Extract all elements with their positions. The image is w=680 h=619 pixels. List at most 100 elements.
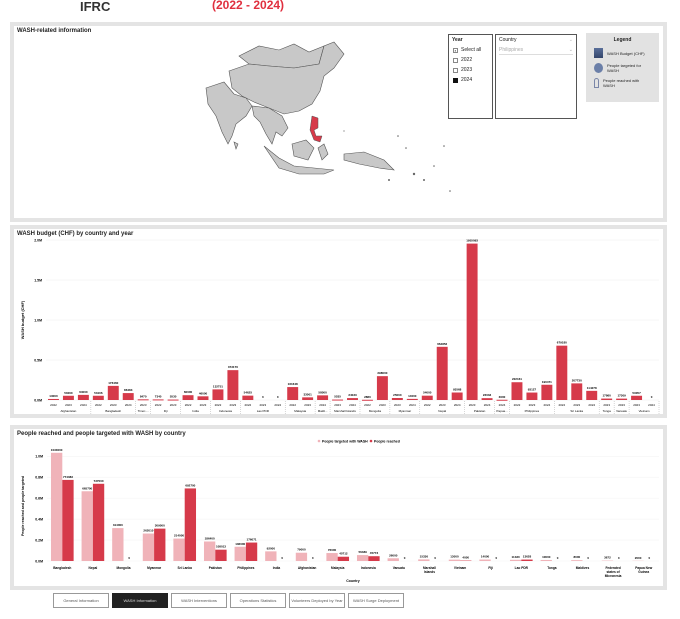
x-tick-year: 2023	[618, 403, 625, 407]
bar-nepal-targeted[interactable]	[81, 491, 93, 561]
bar-tonga2023[interactable]	[601, 398, 613, 400]
bar-bangladesh-reached[interactable]	[62, 479, 74, 561]
bar-india2022[interactable]	[182, 395, 194, 400]
data-label: 0	[618, 556, 620, 560]
x-tick-year: 2024	[454, 403, 461, 407]
bar-vietnam-targeted[interactable]	[448, 559, 461, 561]
bar-papua-2024[interactable]	[496, 399, 508, 401]
bar-maldi-2024[interactable]	[317, 395, 329, 400]
bar-timor-2023[interactable]	[137, 399, 149, 401]
bar-myanmar-targeted[interactable]	[142, 533, 155, 561]
y-tick-label: 2.0M	[34, 239, 42, 243]
bar-malaysia2022[interactable]	[287, 387, 299, 400]
checkbox-icon[interactable]	[453, 67, 458, 73]
bar-pakistan-targeted[interactable]	[203, 541, 216, 561]
bar-mongolia2022[interactable]	[361, 399, 373, 401]
bar-philippines2023[interactable]	[526, 392, 538, 400]
bar-maldives-targeted[interactable]	[571, 560, 583, 561]
bar-afghanistan-targeted[interactable]	[295, 552, 308, 561]
tab-volunteers-deployed-by-year[interactable]: Volunteers Deployed by Year	[289, 593, 345, 608]
bar-malaysia-targeted[interactable]	[326, 553, 338, 561]
x-tick-year: 2022	[558, 403, 565, 407]
bar-sri-lanka2024[interactable]	[586, 390, 598, 400]
checkbox-icon[interactable]	[453, 57, 458, 63]
bar-marshall-islands-targeted[interactable]	[418, 559, 430, 561]
bar-tonga-targeted[interactable]	[540, 559, 552, 561]
bar-mongolia-targeted[interactable]	[112, 528, 124, 561]
tab-operations-statistics[interactable]: Operations Statistics	[230, 593, 286, 608]
bar-bangladesh2022[interactable]	[92, 395, 104, 400]
x-tick-year: 2023	[439, 403, 446, 407]
checkbox-partial-icon[interactable]: ▪	[453, 47, 458, 53]
bar-bangladesh2024[interactable]	[122, 393, 134, 400]
bar-nepal2022[interactable]	[421, 395, 433, 400]
bar-marshall-islands2024[interactable]	[347, 398, 358, 400]
x-tick-year: 2022	[244, 403, 251, 407]
country-dropdown[interactable]: Philippines ⌄	[499, 46, 573, 55]
bar-vietnam2023[interactable]	[631, 395, 643, 400]
bar-malaysia2023[interactable]	[302, 397, 314, 400]
year-option-2023[interactable]: 2023	[449, 65, 492, 75]
bar-pakistan2023[interactable]	[466, 243, 478, 400]
bar-sri-lanka2023[interactable]	[571, 383, 583, 400]
bar-indonesia-reached[interactable]	[368, 556, 380, 561]
bar-afghanistan2023[interactable]	[62, 395, 74, 400]
bar-philippines2024[interactable]	[541, 384, 553, 400]
tab-general-information[interactable]: General Information	[53, 593, 109, 608]
tab-wash-information[interactable]: WASH Information	[112, 593, 168, 608]
bar-marshall-islands2023[interactable]	[332, 399, 344, 401]
y-tick-label: 0.5M	[34, 359, 42, 363]
bar-indonesia2023[interactable]	[227, 370, 239, 400]
bar-indonesia2022[interactable]	[212, 389, 224, 400]
x-tick-country: India	[273, 566, 281, 570]
asia-pacific-map[interactable]	[184, 36, 464, 216]
bar-fiji-targeted[interactable]	[479, 559, 491, 561]
x-tick-country: Maldi...	[318, 409, 328, 413]
data-label: 8000	[573, 555, 580, 559]
bar-bangladesh-targeted[interactable]	[50, 452, 63, 561]
data-label: 10000	[542, 555, 551, 559]
x-tick-year: 2024	[319, 403, 326, 407]
bar-pakistan2024[interactable]	[481, 398, 493, 400]
bar-sri-lanka2022[interactable]	[556, 345, 568, 400]
country-slicer: Country ⌄ Philippines ⌄	[495, 34, 577, 119]
bar-nepal2023[interactable]	[436, 346, 448, 400]
bar-fiji2023[interactable]	[167, 399, 179, 401]
bar-bangladesh2023[interactable]	[107, 385, 119, 400]
chevron-down-icon[interactable]: ⌄	[568, 37, 573, 43]
bar-lao-pdr2022[interactable]	[242, 395, 254, 400]
bar-afghanistan2024[interactable]	[77, 394, 89, 400]
bar-lao-pdr-reached[interactable]	[521, 559, 533, 561]
tab-wash-interventions[interactable]: WASH Interventions	[171, 593, 227, 608]
x-tick-year: 2024	[648, 403, 655, 407]
bar-myanmar2023[interactable]	[391, 398, 403, 400]
year-option-2022[interactable]: 2022	[449, 55, 492, 65]
bar-india-targeted[interactable]	[265, 551, 277, 561]
bar-vanuatu-targeted[interactable]	[387, 558, 399, 561]
bar-indonesia-targeted[interactable]	[356, 555, 369, 561]
bar-mongolia2023[interactable]	[376, 376, 388, 400]
bar-afghanistan2022[interactable]	[48, 398, 59, 400]
bar-philippines-reached[interactable]	[245, 542, 258, 561]
bar-philippines-targeted[interactable]	[234, 546, 246, 561]
checkbox-checked-icon[interactable]	[453, 77, 458, 83]
x-tick-country: Pakistan	[474, 409, 486, 413]
x-tick-country: Mongolia	[369, 409, 382, 413]
bar-nepal-reached[interactable]	[92, 483, 105, 561]
bar-sri-lanka-targeted[interactable]	[173, 538, 185, 561]
bar-lao-pdr-targeted[interactable]	[509, 559, 522, 561]
bar-sri-lanka-reached[interactable]	[184, 488, 197, 561]
x-tick-year: 2023	[603, 403, 610, 407]
bar-myanmar2024[interactable]	[406, 398, 418, 400]
bar-myanmar-reached[interactable]	[154, 528, 166, 561]
bar-pakistan-reached[interactable]	[215, 549, 227, 561]
bar-malaysia-reached[interactable]	[337, 556, 350, 561]
bar-nepal2024[interactable]	[451, 392, 463, 400]
bar-vanuatu2023[interactable]	[616, 398, 628, 400]
bar-fiji2022[interactable]	[152, 399, 164, 401]
bar-philippines2022[interactable]	[511, 382, 523, 400]
year-option-select-all[interactable]: ▪ Select all	[449, 45, 492, 55]
year-option-2024[interactable]: 2024	[449, 75, 492, 85]
bar-india2023[interactable]	[197, 396, 209, 400]
tab-wash-surge-deployment[interactable]: WASH Surge Deployment	[348, 593, 404, 608]
